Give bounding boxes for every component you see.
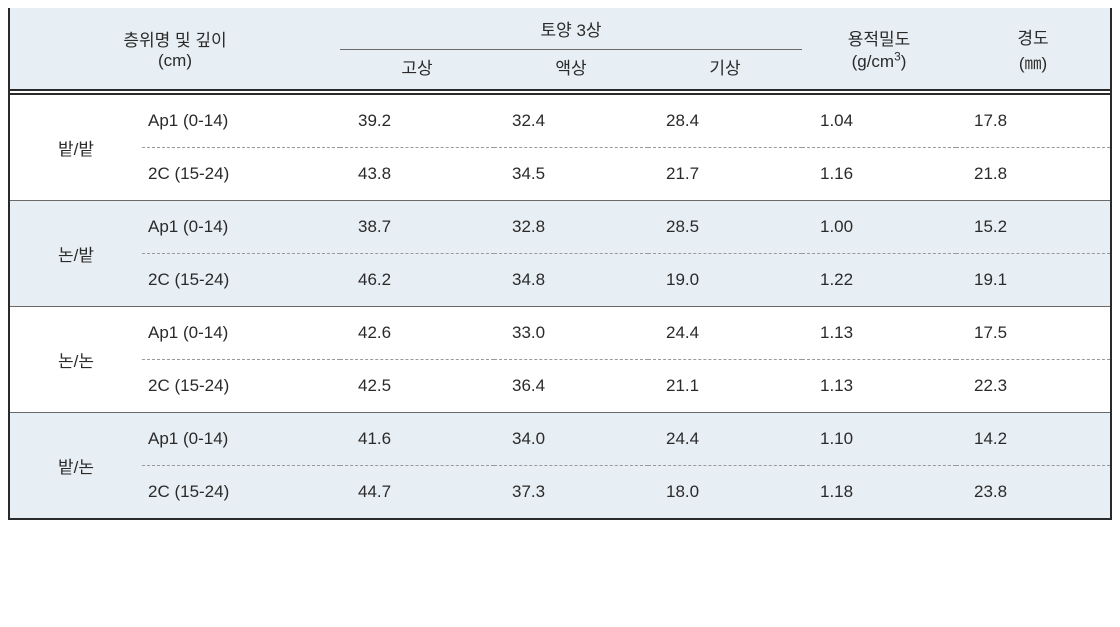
group-label: 밭/논 [10,413,142,519]
density-cell: 1.22 [802,254,956,307]
gas-cell: 28.4 [648,94,802,148]
liquid-cell: 32.4 [494,94,648,148]
horizon-cell: Ap1 (0-14) [142,94,340,148]
table-body: 밭/밭Ap1 (0-14)39.232.428.41.0417.82C (15-… [10,90,1110,518]
gas-cell: 28.5 [648,201,802,254]
horizon-cell: 2C (15-24) [142,466,340,519]
gas-cell: 18.0 [648,466,802,519]
liquid-cell: 33.0 [494,307,648,360]
table-row: 2C (15-24)46.234.819.01.2219.1 [10,254,1110,307]
solid-cell: 39.2 [340,94,494,148]
solid-cell: 41.6 [340,413,494,466]
header-layer-line1: 층위명 및 깊이 [123,31,226,50]
soil-properties-table: 층위명 및 깊이 (cm) 토양 3상 용적밀도 (g/cm3) 경도 (㎜) … [8,8,1112,520]
table-row: 논/밭Ap1 (0-14)38.732.828.51.0015.2 [10,201,1110,254]
density-cell: 1.13 [802,360,956,413]
hardness-cell: 23.8 [956,466,1110,519]
horizon-cell: 2C (15-24) [142,360,340,413]
solid-cell: 43.8 [340,148,494,201]
solid-cell: 46.2 [340,254,494,307]
solid-cell: 44.7 [340,466,494,519]
hardness-cell: 17.5 [956,307,1110,360]
liquid-cell: 32.8 [494,201,648,254]
liquid-cell: 34.8 [494,254,648,307]
table-row: 2C (15-24)43.834.521.71.1621.8 [10,148,1110,201]
solid-cell: 38.7 [340,201,494,254]
table-header: 층위명 및 깊이 (cm) 토양 3상 용적밀도 (g/cm3) 경도 (㎜) … [10,8,1110,90]
liquid-cell: 37.3 [494,466,648,519]
header-layer-depth: 층위명 및 깊이 (cm) [10,8,340,90]
horizon-cell: 2C (15-24) [142,148,340,201]
hardness-cell: 15.2 [956,201,1110,254]
hardness-cell: 17.8 [956,94,1110,148]
horizon-cell: Ap1 (0-14) [142,307,340,360]
horizon-cell: Ap1 (0-14) [142,413,340,466]
header-hardness-line1: 경도 [1017,29,1048,48]
table-row: 논/논Ap1 (0-14)42.633.024.41.1317.5 [10,307,1110,360]
header-density-line1: 용적밀도 [848,30,911,49]
solid-cell: 42.6 [340,307,494,360]
density-cell: 1.00 [802,201,956,254]
density-cell: 1.16 [802,148,956,201]
header-density-line2: (g/cm3) [852,52,907,71]
group-label: 논/논 [10,307,142,413]
gas-cell: 21.7 [648,148,802,201]
density-cell: 1.10 [802,413,956,466]
header-gas: 기상 [648,50,802,91]
header-hardness: 경도 (㎜) [956,8,1110,90]
gas-cell: 19.0 [648,254,802,307]
header-solid: 고상 [340,50,494,91]
group-label: 밭/밭 [10,94,142,201]
gas-cell: 24.4 [648,413,802,466]
liquid-cell: 34.5 [494,148,648,201]
header-density: 용적밀도 (g/cm3) [802,8,956,90]
gas-cell: 24.4 [648,307,802,360]
density-cell: 1.13 [802,307,956,360]
density-cell: 1.04 [802,94,956,148]
liquid-cell: 34.0 [494,413,648,466]
table-row: 2C (15-24)44.737.318.01.1823.8 [10,466,1110,519]
table-row: 2C (15-24)42.536.421.11.1322.3 [10,360,1110,413]
header-soil3: 토양 3상 [340,8,802,50]
hardness-cell: 22.3 [956,360,1110,413]
header-liquid: 액상 [494,50,648,91]
solid-cell: 42.5 [340,360,494,413]
table-row: 밭/밭Ap1 (0-14)39.232.428.41.0417.8 [10,94,1110,148]
hardness-cell: 21.8 [956,148,1110,201]
density-cell: 1.18 [802,466,956,519]
table-row: 밭/논Ap1 (0-14)41.634.024.41.1014.2 [10,413,1110,466]
header-layer-line2: (cm) [158,51,192,70]
gas-cell: 21.1 [648,360,802,413]
hardness-cell: 14.2 [956,413,1110,466]
header-hardness-line2: (㎜) [1019,54,1047,73]
group-label: 논/밭 [10,201,142,307]
horizon-cell: Ap1 (0-14) [142,201,340,254]
horizon-cell: 2C (15-24) [142,254,340,307]
liquid-cell: 36.4 [494,360,648,413]
hardness-cell: 19.1 [956,254,1110,307]
